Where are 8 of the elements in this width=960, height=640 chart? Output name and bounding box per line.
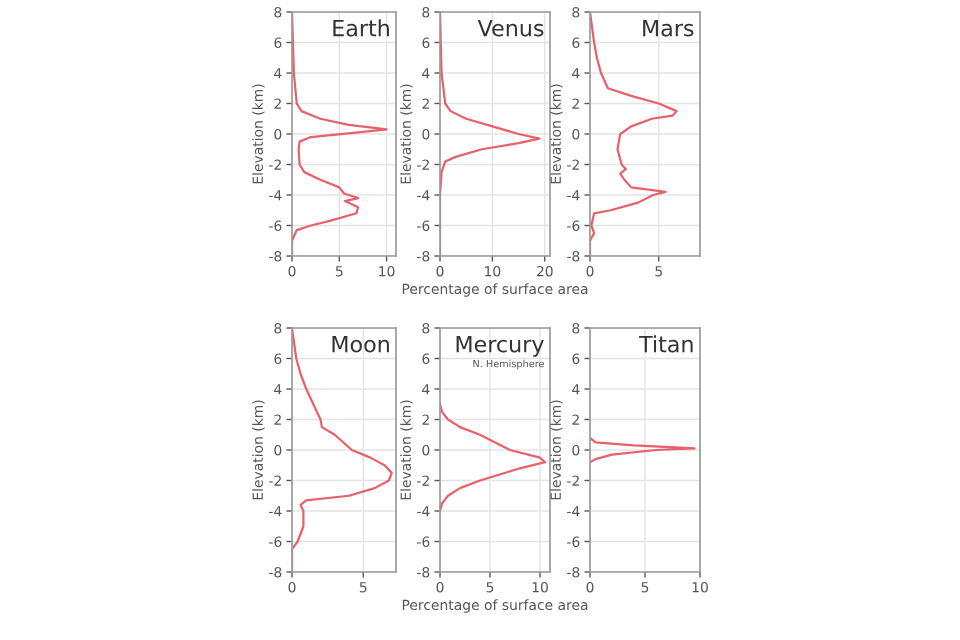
line-series	[590, 436, 696, 464]
chart-title: Venus	[477, 20, 544, 37]
chart-title: Moon	[332, 336, 389, 353]
chart-title: Earth	[333, 19, 389, 37]
line-series	[440, 403, 547, 513]
chart-title: Titan	[638, 335, 693, 353]
chart-title: Mercury	[456, 336, 544, 357]
chart-title: Mars	[643, 20, 694, 37]
